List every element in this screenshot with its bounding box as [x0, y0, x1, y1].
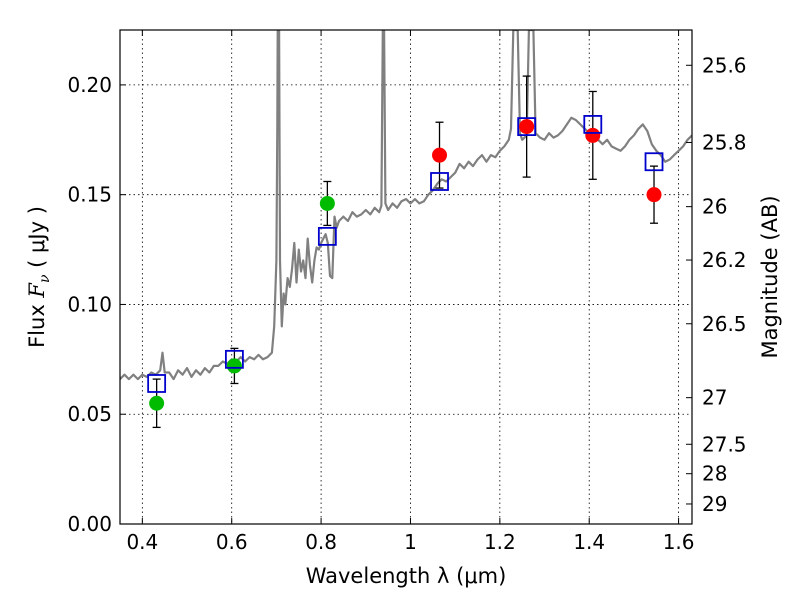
y-tick-label: 0.20	[67, 73, 112, 97]
model-photometry-square	[430, 172, 449, 191]
x-tick-label: 1.4	[573, 530, 605, 554]
plot-frame	[119, 29, 693, 525]
photometry-point	[519, 119, 535, 135]
model-photometry-square	[517, 117, 537, 137]
grid-layer	[120, 30, 692, 524]
x-tick-label: 1.6	[663, 530, 695, 554]
photometry-point	[432, 147, 448, 163]
y-tick-label: 0.15	[67, 183, 112, 207]
model-photometry-square	[644, 152, 664, 172]
y-tick-label: 0.00	[67, 512, 112, 536]
spectrum-layer	[120, 30, 692, 381]
y-axis-title-subscript: ν	[37, 274, 53, 283]
right-tick-label: 29	[702, 492, 727, 516]
x-tick-label: 1.2	[484, 530, 516, 554]
right-axis-title: Magnitude (AB)	[758, 195, 782, 358]
marker-layer	[147, 75, 664, 429]
right-tick-label: 25.6	[702, 53, 747, 77]
x-tick-label: 0.8	[305, 530, 337, 554]
right-tick-label: 27	[702, 386, 727, 410]
photometry-point	[149, 395, 165, 411]
right-tick-label: 26.2	[702, 248, 747, 272]
ticks-layer: 0.4 0.6 0.8 1 1.2 1.4 1.6 0.00 0.05 0.10 0.15 0.20 2…	[67, 30, 747, 554]
right-tick-label: 28	[702, 462, 727, 486]
right-tick-label: 26.5	[702, 312, 747, 336]
y-axis-title: Flux Fν ( μJy )	[25, 206, 53, 348]
x-axis-title: Wavelength λ (μm)	[306, 564, 507, 588]
model-spectrum-line	[120, 30, 692, 381]
x-tick-label: 0.4	[126, 530, 158, 554]
y-tick-label: 0.05	[67, 402, 112, 426]
y-axis-title-symbol: F	[25, 282, 49, 299]
x-tick-label: 0.6	[216, 530, 248, 554]
photometry-point	[226, 358, 242, 374]
y-axis-title-prefix: Flux	[25, 298, 49, 348]
model-photometry-square	[147, 374, 167, 393]
model-photometry-square	[317, 226, 337, 246]
photometry-point	[585, 127, 601, 143]
right-tick-label: 26	[702, 195, 727, 219]
model-photometry-square	[224, 349, 244, 369]
x-tick-label: 1	[404, 530, 417, 554]
right-tick-label: 27.5	[702, 432, 747, 456]
y-axis-title-suffix: ( μJy )	[25, 206, 49, 274]
y-tick-label: 0.10	[67, 292, 112, 316]
model-photometry-square	[583, 115, 603, 134]
photometry-point	[646, 187, 662, 203]
photometry-point	[319, 195, 335, 211]
right-tick-label: 25.8	[702, 130, 747, 154]
